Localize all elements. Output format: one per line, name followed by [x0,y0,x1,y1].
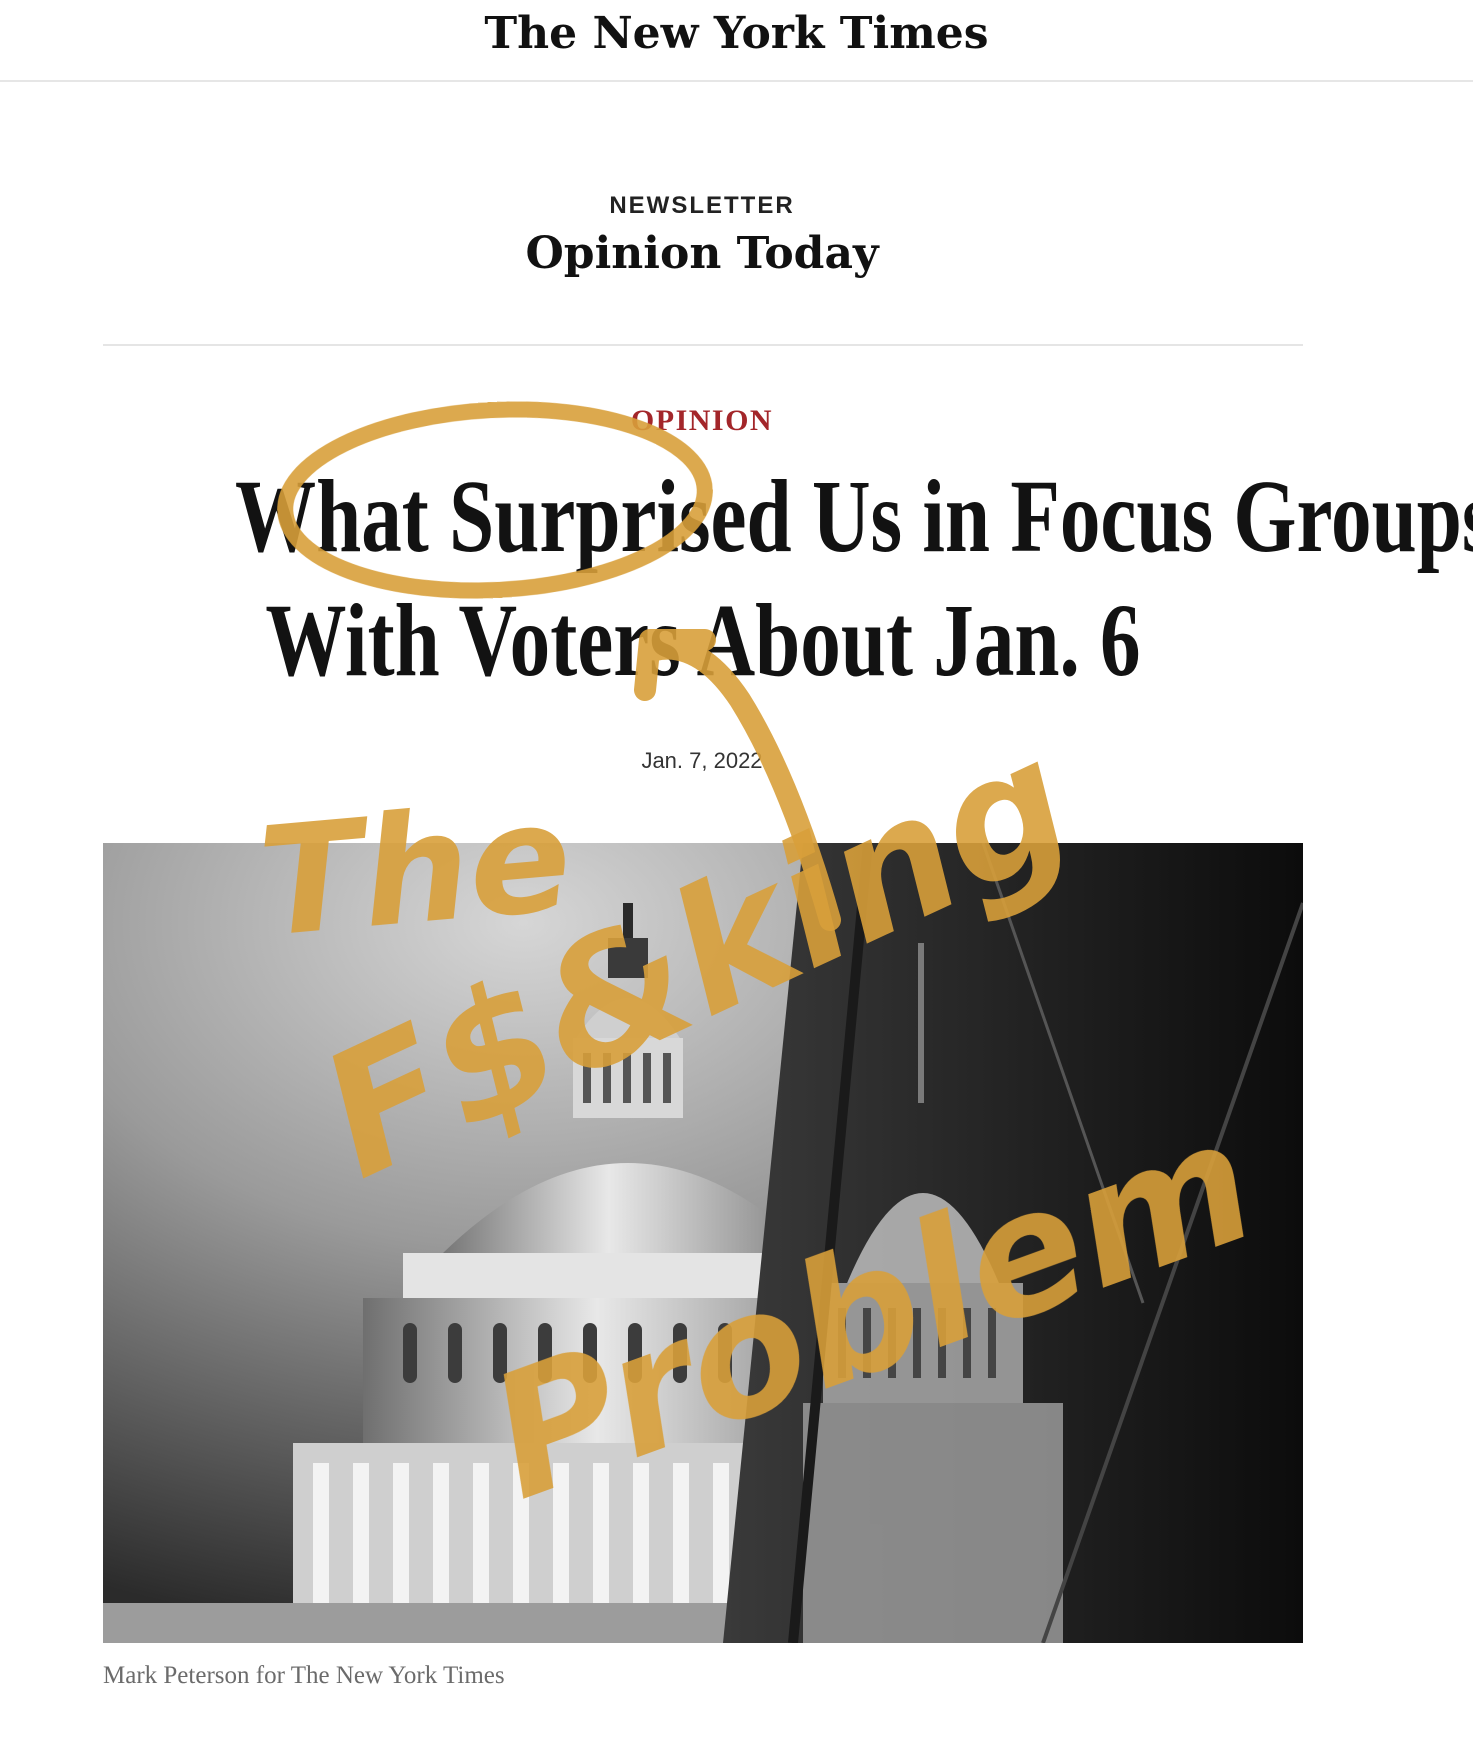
article-date: Jan. 7, 2022 [641,748,763,773]
divider [103,344,1303,346]
photo-credit: Mark Peterson for The New York Times [103,1662,505,1689]
capitol-dome-photo [103,843,1303,1643]
headline-line-2: With Voters About Jan. 6 [265,583,1141,698]
nyt-logo[interactable]: The New York Times [484,8,989,59]
article-headline: What Surprised Us in Focus Groups With V… [235,455,1473,703]
reflected-dome [803,943,1063,1643]
newsletter-kicker: NEWSLETTER [609,192,795,219]
main-dome [103,903,953,1643]
headline-line-1: What Surprised Us in Focus Groups [235,459,1473,574]
masthead: The New York Times [0,0,1473,82]
newsletter-title[interactable]: Opinion Today [525,228,879,279]
section-label[interactable]: OPINION [630,404,774,437]
